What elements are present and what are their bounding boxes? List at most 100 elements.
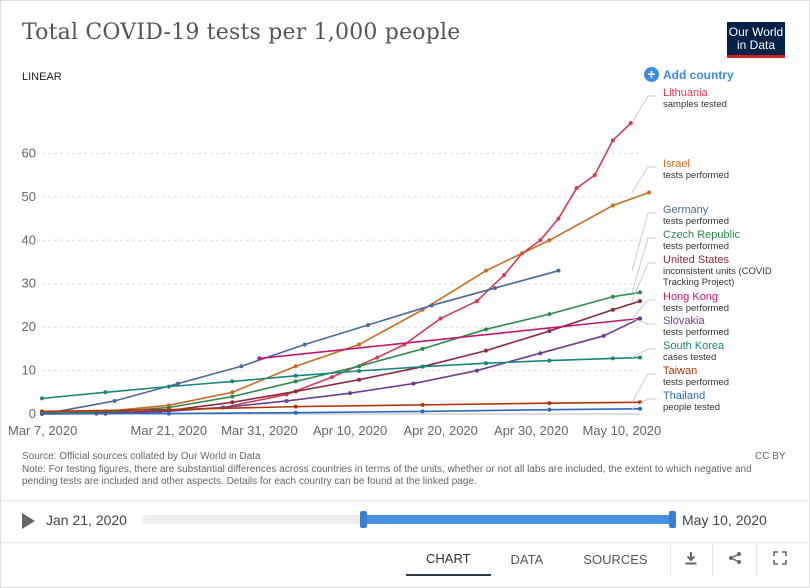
- add-country-label: Add country: [663, 67, 734, 82]
- owid-logo[interactable]: Our World in Data: [727, 22, 785, 58]
- data-point: [502, 273, 507, 278]
- data-point: [638, 406, 642, 411]
- data-point: [610, 356, 615, 361]
- data-point: [357, 342, 362, 347]
- data-point: [166, 407, 171, 412]
- x-tick-label: Apr 10, 2020: [313, 423, 387, 438]
- source-text: Source: Official sources collated by Our…: [22, 451, 261, 462]
- data-point: [556, 268, 561, 273]
- data-point: [638, 355, 642, 360]
- data-point: [166, 411, 171, 416]
- data-point: [474, 368, 479, 373]
- label-connector: [631, 348, 656, 358]
- data-point: [348, 391, 353, 396]
- series-note: cases tested: [663, 352, 716, 363]
- line-chart: 0 10 20 30 40 50 60 Mar 7, 2020 Mar 21, 2020 Mar …: [8, 87, 772, 438]
- timeline-start-label: Jan 21, 2020: [46, 512, 127, 528]
- data-point: [483, 268, 488, 273]
- series-note: tests performed: [663, 216, 729, 227]
- series-label: Taiwan: [663, 365, 697, 377]
- label-connector: [631, 398, 656, 410]
- series-line: [96, 317, 641, 415]
- series-label: Lithuania: [663, 87, 709, 99]
- data-point: [420, 402, 425, 407]
- data-point: [411, 381, 416, 386]
- data-point: [230, 379, 235, 384]
- label-connector: [631, 237, 656, 293]
- data-point: [538, 238, 543, 243]
- data-point: [293, 389, 298, 394]
- data-point: [166, 384, 171, 389]
- label-connector: [631, 317, 656, 325]
- license-link[interactable]: CC BY: [755, 451, 786, 462]
- label-connector: [631, 95, 656, 124]
- data-point: [547, 401, 552, 406]
- divider: [712, 544, 713, 576]
- data-point: [420, 364, 425, 369]
- data-point: [366, 322, 371, 327]
- data-point: [438, 316, 443, 321]
- data-point: [375, 355, 380, 360]
- data-point: [647, 190, 652, 195]
- label-connector: [631, 373, 656, 403]
- tab-chart[interactable]: CHART: [406, 544, 491, 576]
- data-point: [628, 121, 633, 126]
- data-point: [429, 303, 434, 308]
- data-point: [483, 348, 488, 353]
- data-point: [103, 390, 108, 395]
- timeline-range[interactable]: [362, 515, 672, 524]
- timeline-start-handle[interactable]: [360, 511, 367, 528]
- logo-line-2: in Data: [736, 38, 776, 52]
- data-point: [230, 400, 235, 405]
- timeline-end-handle[interactable]: [669, 511, 676, 528]
- data-point: [547, 358, 552, 363]
- data-point: [112, 398, 117, 403]
- play-icon[interactable]: [22, 513, 35, 529]
- data-point: [230, 394, 235, 399]
- x-tick-label: Mar 7, 2020: [8, 423, 77, 438]
- series-line: [41, 407, 641, 415]
- data-point: [547, 312, 552, 317]
- data-point: [638, 290, 642, 295]
- series-line: [259, 317, 641, 360]
- download-icon[interactable]: [676, 544, 706, 576]
- data-point: [420, 409, 425, 414]
- y-tick-label: 10: [22, 363, 36, 378]
- series-label: United States: [663, 254, 730, 266]
- timeline: Jan 21, 2020 May 10, 2020: [22, 508, 792, 532]
- source-note: Source: Official sources collated by Our…: [22, 451, 772, 489]
- y-tick-label: 60: [22, 145, 36, 160]
- series-line: [41, 191, 650, 414]
- series-note: inconsistent units (COVID: [663, 266, 772, 277]
- tab-data[interactable]: DATA: [510, 552, 544, 567]
- data-point: [474, 299, 479, 304]
- y-tick-label: 20: [22, 319, 36, 334]
- fullscreen-icon[interactable]: [765, 544, 795, 576]
- divider: [756, 544, 757, 576]
- logo-line-1: Our World: [728, 25, 784, 39]
- series-note: tests performed: [663, 241, 729, 252]
- share-icon[interactable]: [720, 544, 750, 576]
- series-note: tests performed: [663, 170, 729, 181]
- data-point: [293, 373, 298, 378]
- series-line: [41, 401, 641, 413]
- y-tick-label: 40: [22, 232, 36, 247]
- series-label: Thailand: [663, 390, 705, 402]
- data-point: [293, 410, 298, 415]
- x-tick-label: Mar 21, 2020: [131, 423, 208, 438]
- data-point: [357, 377, 362, 382]
- label-connector: [631, 262, 656, 302]
- data-point: [230, 390, 235, 395]
- data-point: [592, 173, 597, 178]
- add-country-button[interactable]: + Add country: [644, 67, 734, 82]
- label-connector: [631, 299, 656, 319]
- tab-bar: CHART DATA SOURCES: [406, 544, 668, 576]
- data-point: [574, 186, 579, 191]
- tab-sources[interactable]: SOURCES: [583, 552, 648, 567]
- divider: [670, 544, 671, 576]
- scale-toggle[interactable]: LINEAR: [22, 71, 62, 83]
- data-point: [357, 364, 362, 369]
- series-label: South Korea: [663, 340, 725, 352]
- series-label: Czech Republic: [663, 229, 741, 241]
- data-point: [638, 299, 642, 304]
